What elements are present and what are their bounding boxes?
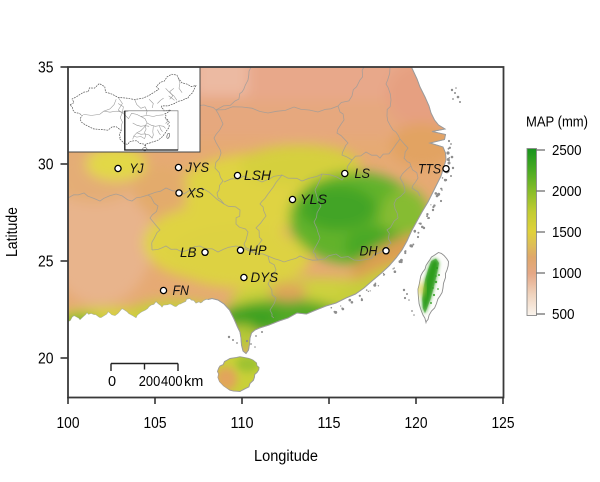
svg-text:120: 120 bbox=[405, 415, 428, 432]
svg-text:Longitude: Longitude bbox=[254, 448, 318, 465]
svg-text:35: 35 bbox=[38, 60, 54, 77]
svg-text:115: 115 bbox=[318, 415, 341, 432]
svg-text:20: 20 bbox=[38, 351, 54, 368]
svg-text:110: 110 bbox=[231, 415, 254, 432]
svg-text:MAP (mm): MAP (mm) bbox=[526, 114, 588, 131]
svg-text:1500: 1500 bbox=[552, 225, 582, 241]
svg-text:TTS: TTS bbox=[418, 161, 441, 176]
svg-text:DYS: DYS bbox=[251, 270, 279, 285]
svg-text:YJ: YJ bbox=[130, 161, 144, 176]
svg-text:200: 200 bbox=[139, 374, 161, 390]
svg-text:500: 500 bbox=[552, 307, 575, 323]
svg-text:0: 0 bbox=[108, 374, 116, 390]
svg-text:1000: 1000 bbox=[552, 266, 582, 282]
svg-text:DH: DH bbox=[360, 244, 378, 259]
svg-text:105: 105 bbox=[144, 415, 167, 432]
svg-text:100: 100 bbox=[57, 415, 80, 432]
svg-text:HP: HP bbox=[249, 243, 267, 258]
svg-text:LSH: LSH bbox=[244, 168, 271, 183]
svg-text:Latitude: Latitude bbox=[4, 207, 21, 257]
svg-text:FN: FN bbox=[173, 283, 190, 298]
svg-text:400: 400 bbox=[161, 374, 183, 390]
svg-text:LB: LB bbox=[180, 245, 197, 260]
svg-text:LS: LS bbox=[355, 166, 371, 181]
svg-text:XS: XS bbox=[186, 186, 204, 201]
svg-text:125: 125 bbox=[492, 415, 515, 432]
svg-text:YLS: YLS bbox=[300, 192, 327, 207]
svg-text:25: 25 bbox=[38, 254, 54, 271]
svg-text:2000: 2000 bbox=[552, 184, 582, 200]
svg-text:30: 30 bbox=[38, 157, 54, 174]
svg-text:km: km bbox=[184, 374, 203, 390]
svg-text:2500: 2500 bbox=[552, 143, 582, 159]
svg-text:JYS: JYS bbox=[185, 160, 209, 175]
